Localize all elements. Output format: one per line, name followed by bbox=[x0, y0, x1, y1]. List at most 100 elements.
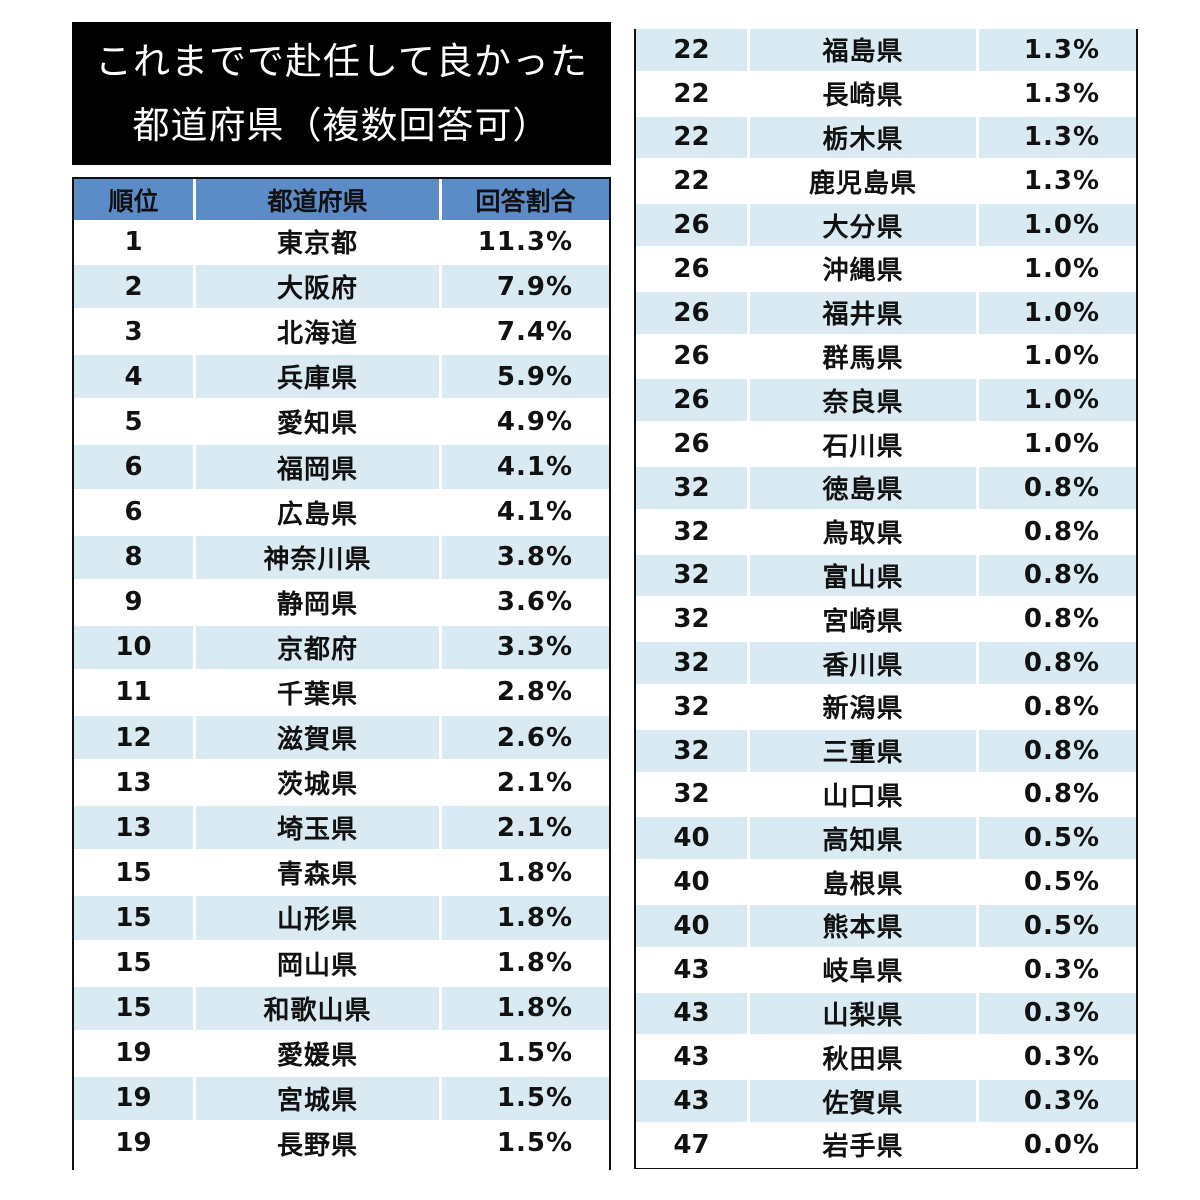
rank-cell: 8 bbox=[74, 535, 196, 581]
prefecture-cell: 愛知県 bbox=[196, 400, 442, 446]
header-prefecture: 都道府県 bbox=[196, 179, 442, 220]
ratio-cell: 11.3% bbox=[442, 220, 609, 266]
ratio-cell: 5.9% bbox=[442, 355, 609, 401]
table-row: 40 高知県 0.5% bbox=[636, 817, 1136, 862]
table-row: 10 京都府 3.3% bbox=[74, 625, 609, 671]
rank-cell: 3 bbox=[74, 310, 196, 356]
table-row: 12 滋賀県 2.6% bbox=[74, 716, 609, 762]
rank-cell: 22 bbox=[636, 116, 750, 161]
ratio-cell: 7.4% bbox=[442, 310, 609, 356]
rank-cell: 19 bbox=[74, 1076, 196, 1122]
prefecture-cell: 熊本県 bbox=[750, 904, 979, 949]
ratio-cell: 2.1% bbox=[442, 761, 609, 807]
prefecture-cell: 福岡県 bbox=[196, 445, 442, 491]
ratio-cell: 0.3% bbox=[979, 1036, 1136, 1081]
title-line-2: 都道府県（複数回答可） bbox=[132, 103, 551, 147]
prefecture-cell: 静岡県 bbox=[196, 580, 442, 626]
table-row: 26 奈良県 1.0% bbox=[636, 379, 1136, 424]
prefecture-cell: 新潟県 bbox=[750, 685, 979, 730]
table-row: 40 島根県 0.5% bbox=[636, 861, 1136, 905]
ratio-cell: 0.8% bbox=[979, 686, 1136, 730]
table-row: 2 大阪府 7.9% bbox=[74, 265, 609, 311]
ratio-cell: 1.5% bbox=[442, 1032, 609, 1077]
rank-cell: 19 bbox=[74, 1121, 196, 1167]
rank-cell: 43 bbox=[636, 1036, 750, 1081]
prefecture-cell: 大阪府 bbox=[196, 265, 442, 311]
rank-cell: 32 bbox=[636, 510, 750, 555]
prefecture-cell: 広島県 bbox=[196, 490, 442, 536]
rank-cell: 11 bbox=[74, 670, 196, 717]
rank-cell: 32 bbox=[636, 554, 750, 599]
rank-cell: 40 bbox=[636, 861, 750, 905]
prefecture-cell: 富山県 bbox=[750, 554, 979, 599]
prefecture-cell: 山形県 bbox=[196, 896, 442, 942]
title-banner: これまでで赴任して良かった 都道府県（複数回答可） bbox=[72, 22, 611, 165]
ratio-cell: 1.0% bbox=[979, 423, 1136, 467]
prefecture-cell: 高知県 bbox=[750, 817, 979, 862]
rank-cell: 26 bbox=[636, 204, 750, 248]
prefecture-cell: 宮崎県 bbox=[750, 598, 979, 643]
prefecture-cell: 埼玉県 bbox=[196, 806, 442, 852]
header-rank: 順位 bbox=[74, 179, 196, 220]
table-row: 19 宮城県 1.5% bbox=[74, 1076, 609, 1122]
ratio-cell: 1.5% bbox=[442, 1076, 609, 1122]
table-row: 15 山形県 1.8% bbox=[74, 896, 609, 942]
prefecture-cell: 福井県 bbox=[750, 291, 979, 336]
prefecture-cell: 岡山県 bbox=[196, 941, 442, 987]
table-row: 26 沖縄県 1.0% bbox=[636, 247, 1136, 292]
prefecture-cell: 滋賀県 bbox=[196, 716, 442, 762]
ratio-cell: 0.5% bbox=[979, 817, 1136, 862]
ratio-cell: 2.6% bbox=[442, 716, 609, 762]
prefecture-cell: 秋田県 bbox=[750, 1036, 979, 1081]
ratio-cell: 1.8% bbox=[442, 942, 609, 987]
prefecture-cell: 和歌山県 bbox=[196, 986, 442, 1032]
title-line-1: これまでで赴任して良かった bbox=[95, 39, 588, 83]
table-row: 47 岩手県 0.0% bbox=[636, 1123, 1136, 1168]
prefecture-cell: 佐賀県 bbox=[750, 1080, 979, 1124]
ratio-cell: 4.1% bbox=[442, 491, 609, 536]
prefecture-cell: 愛媛県 bbox=[196, 1031, 442, 1077]
ratio-cell: 1.3% bbox=[979, 29, 1136, 73]
prefecture-cell: 山口県 bbox=[750, 773, 979, 818]
rank-cell: 26 bbox=[636, 423, 750, 467]
ratio-cell: 0.3% bbox=[979, 1080, 1136, 1124]
table-row: 32 山口県 0.8% bbox=[636, 773, 1136, 818]
table-row: 13 茨城県 2.1% bbox=[74, 761, 609, 807]
rank-cell: 22 bbox=[636, 72, 750, 117]
table-row: 22 鹿児島県 1.3% bbox=[636, 160, 1136, 205]
prefecture-cell: 鹿児島県 bbox=[750, 160, 979, 205]
rank-cell: 15 bbox=[74, 941, 196, 987]
ratio-cell: 1.8% bbox=[442, 851, 609, 897]
table-row: 26 石川県 1.0% bbox=[636, 423, 1136, 467]
ratio-cell: 1.8% bbox=[442, 896, 609, 942]
table-row: 43 岐阜県 0.3% bbox=[636, 948, 1136, 993]
table-row: 43 秋田県 0.3% bbox=[636, 1036, 1136, 1081]
table-row: 32 三重県 0.8% bbox=[636, 729, 1136, 774]
prefecture-cell: 沖縄県 bbox=[750, 247, 979, 292]
table-body-right: 22 福島県 1.3% 22 長崎県 1.3% 22 栃木県 1.3% 22 鹿児島県 1.3% 26 大… bbox=[636, 29, 1136, 1168]
table-row: 40 熊本県 0.5% bbox=[636, 904, 1136, 949]
table-row: 11 千葉県 2.8% bbox=[74, 670, 609, 717]
rank-cell: 22 bbox=[636, 160, 750, 205]
rank-cell: 1 bbox=[74, 220, 196, 266]
ranking-table-right: 22 福島県 1.3% 22 長崎県 1.3% 22 栃木県 1.3% 22 鹿児島県 1.3% 26 大… bbox=[634, 29, 1138, 1169]
prefecture-cell: 青森県 bbox=[196, 851, 442, 897]
rank-cell: 5 bbox=[74, 400, 196, 446]
rank-cell: 4 bbox=[74, 355, 196, 401]
table-row: 15 青森県 1.8% bbox=[74, 851, 609, 897]
table-row: 3 北海道 7.4% bbox=[74, 310, 609, 356]
ratio-cell: 1.0% bbox=[979, 248, 1136, 292]
ratio-cell: 1.8% bbox=[442, 986, 609, 1032]
ratio-cell: 0.8% bbox=[979, 642, 1136, 686]
rank-cell: 19 bbox=[74, 1031, 196, 1077]
table-row: 13 埼玉県 2.1% bbox=[74, 806, 609, 852]
ratio-cell: 3.3% bbox=[442, 625, 609, 671]
ratio-cell: 1.3% bbox=[979, 160, 1136, 205]
rank-cell: 47 bbox=[636, 1123, 750, 1168]
ratio-cell: 7.9% bbox=[442, 265, 609, 311]
ratio-cell: 0.8% bbox=[979, 774, 1136, 818]
ratio-cell: 0.3% bbox=[979, 992, 1136, 1037]
table-row: 5 愛知県 4.9% bbox=[74, 400, 609, 446]
ratio-cell: 1.0% bbox=[979, 379, 1136, 424]
table-body-left: 1 東京都 11.3% 2 大阪府 7.9% 3 北海道 7.4% 4 兵庫県 5.9% 5 愛知県 4.9… bbox=[74, 220, 609, 1167]
